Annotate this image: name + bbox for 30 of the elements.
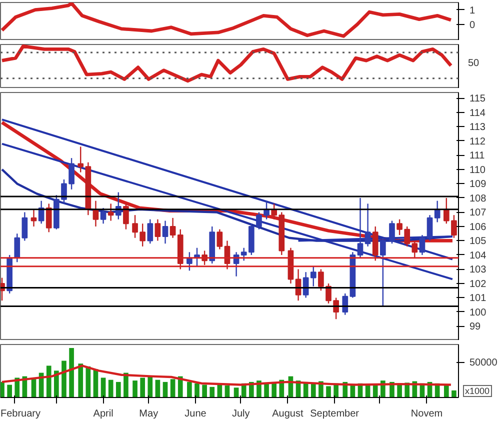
- y-tick-label: 99: [470, 322, 482, 333]
- y-tick-label: 101: [470, 293, 487, 304]
- x-tick-label: July: [232, 408, 250, 420]
- x-tick-label: May: [139, 408, 158, 420]
- y-tick-label: 1: [470, 5, 476, 16]
- y-tick-label: 100: [470, 307, 487, 318]
- y-tick-label: 107: [470, 208, 487, 219]
- y-tick-label: 111: [470, 150, 486, 162]
- y-tick-label: 110: [470, 164, 486, 176]
- y-tick-label: 115: [470, 94, 486, 105]
- annotation: x1000: [463, 385, 492, 397]
- y-tick-label: 109: [470, 179, 487, 190]
- x-tick-label: February: [0, 408, 41, 420]
- y-tick-label: 114: [470, 108, 486, 119]
- y-tick-label: 103: [470, 264, 487, 276]
- y-tick-label: 102: [470, 278, 487, 290]
- y-tick-label: 112: [470, 136, 486, 148]
- x-tick-label: Novem: [410, 408, 443, 420]
- y-tick-label: 113: [470, 122, 486, 134]
- annotation: 50: [468, 58, 480, 69]
- x-tick-label: April: [93, 408, 114, 420]
- y-tick-label: 108: [470, 193, 487, 204]
- y-tick-label: 105: [470, 236, 487, 248]
- y-tick-label: 106: [470, 222, 487, 233]
- y-tick-label: 104: [470, 250, 487, 262]
- x-tick-label: June: [184, 408, 207, 420]
- x-tick-label: August: [272, 408, 304, 420]
- y-tick-label: 50000: [470, 358, 498, 369]
- x-tick-label: September: [310, 408, 360, 420]
- y-tick-label: 0: [470, 20, 476, 31]
